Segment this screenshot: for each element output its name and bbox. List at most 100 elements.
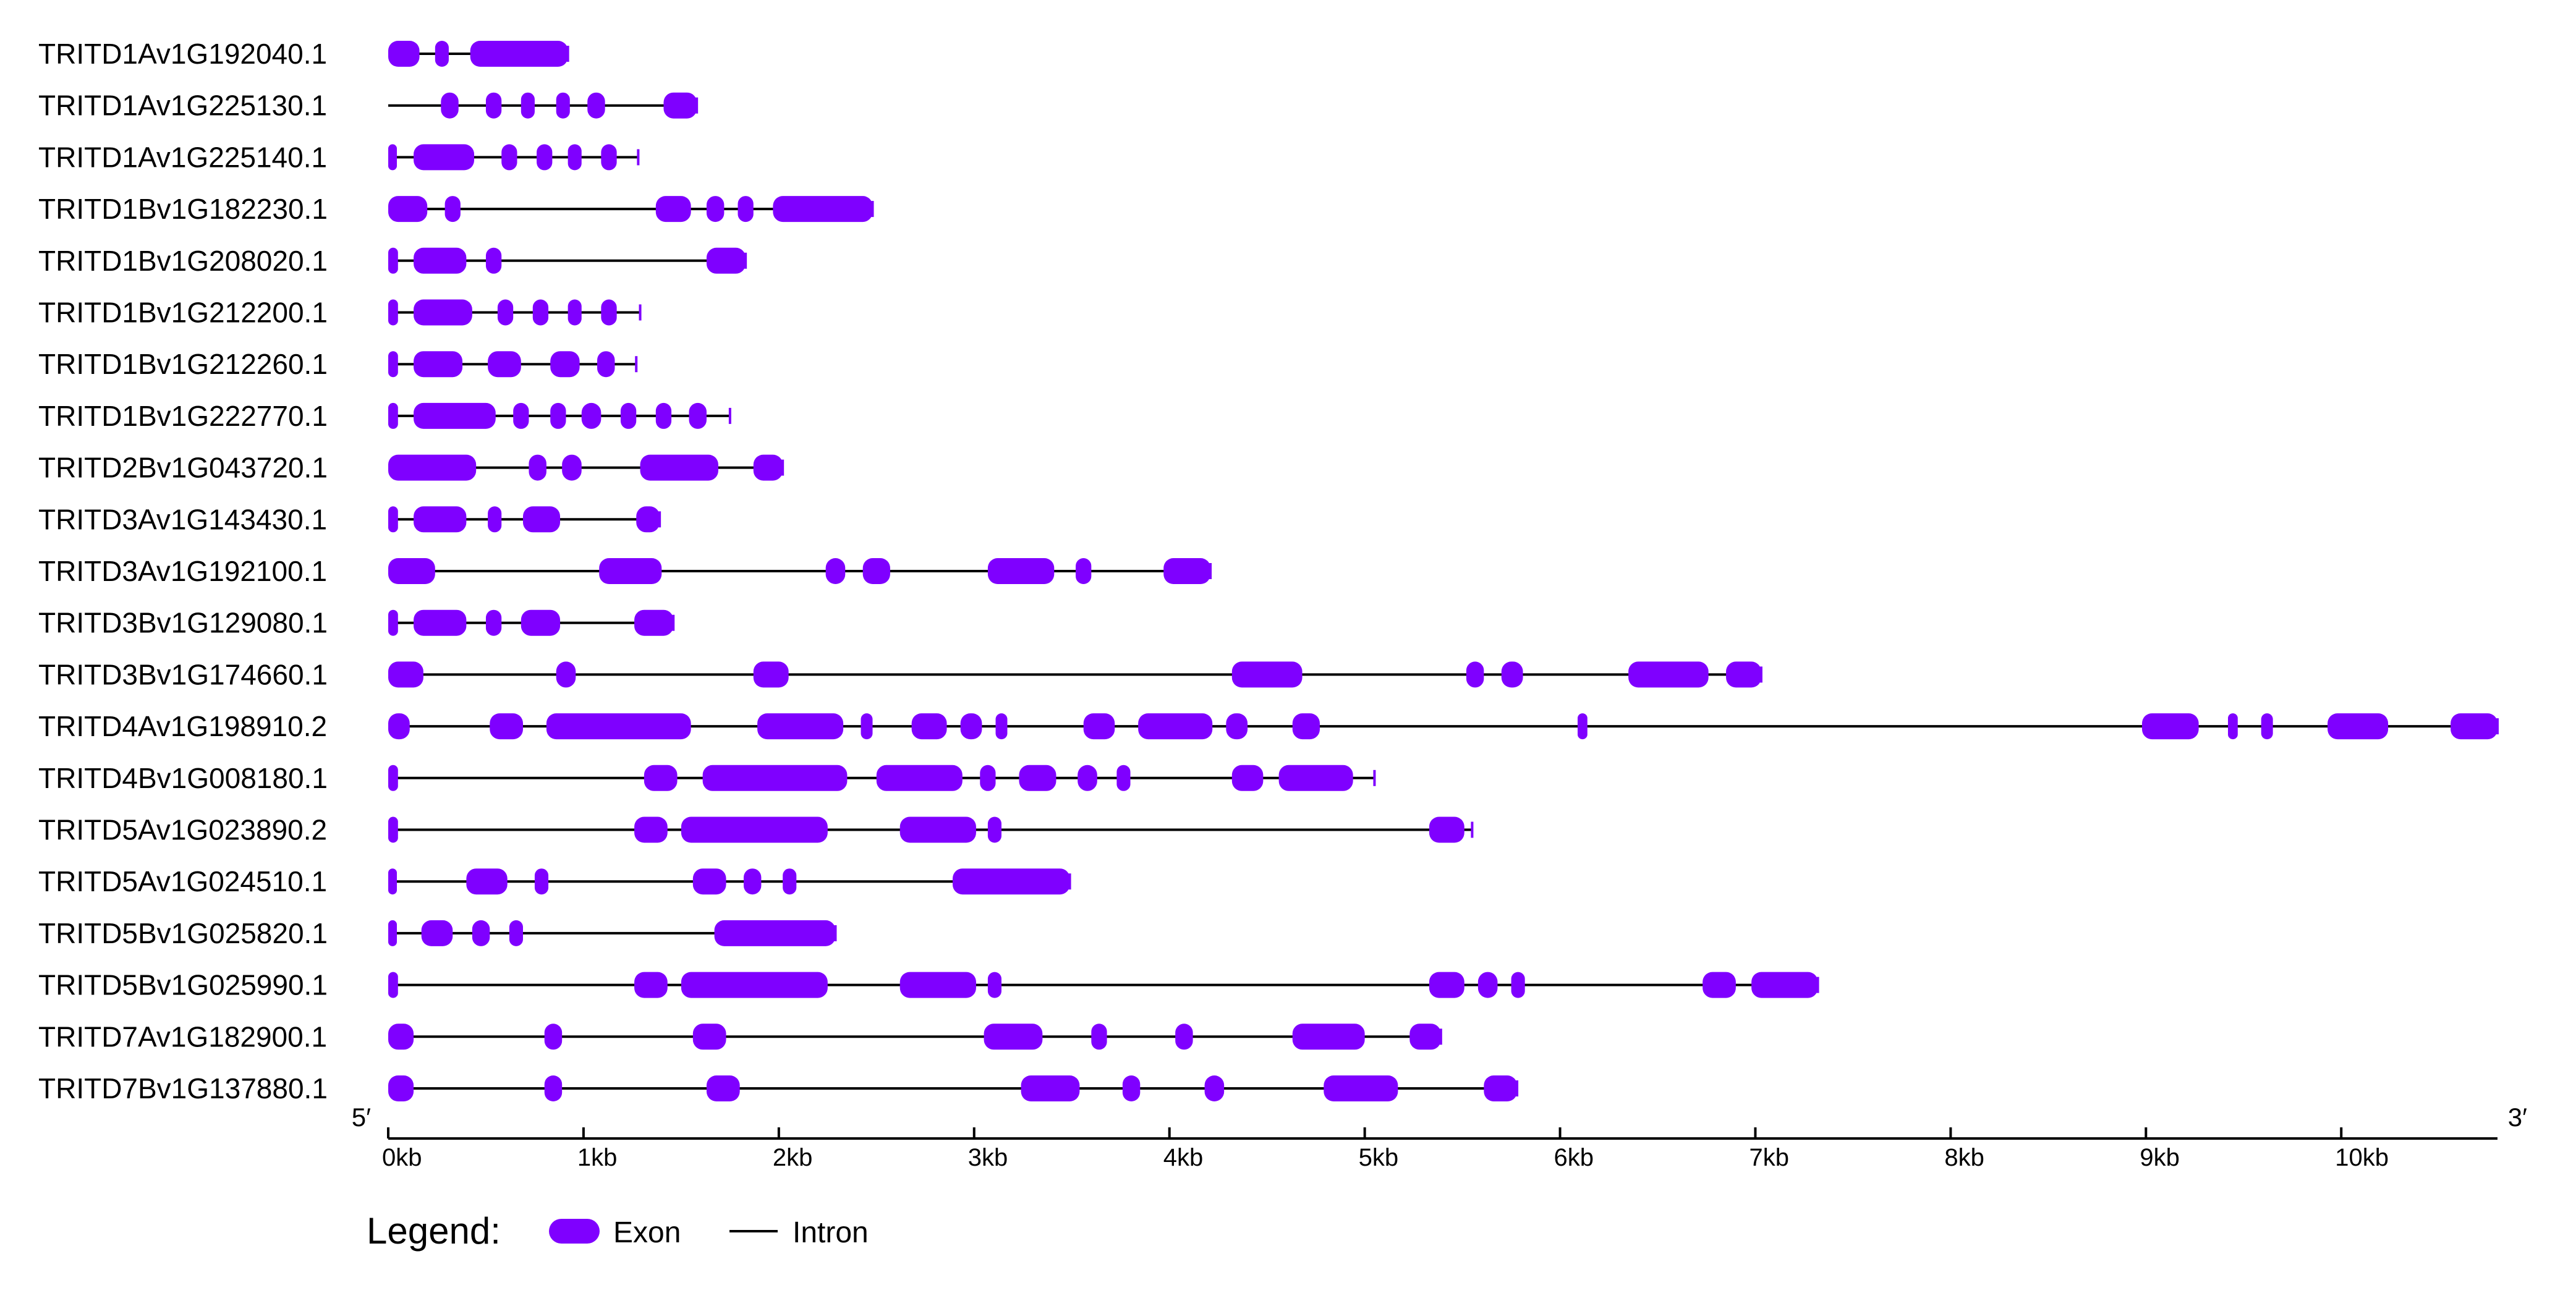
exon-block xyxy=(544,1024,563,1050)
gene-row: TRITD5Av1G023890.2 xyxy=(38,814,1474,846)
exon-block xyxy=(980,765,996,791)
gene-name-label: TRITD3Bv1G174660.1 xyxy=(38,658,328,690)
exon-block xyxy=(544,1075,563,1101)
exon-block xyxy=(1231,661,1303,688)
gene-row: TRITD4Av1G198910.2 xyxy=(38,710,2499,742)
gene-row: TRITD1Av1G225140.1 xyxy=(38,141,640,173)
gene-rows: TRITD1Av1G192040.1 TRITD1Av1G225130.1 TRIT… xyxy=(38,38,2499,1104)
exon-block xyxy=(911,713,947,740)
exon-block xyxy=(472,920,490,946)
exon-block xyxy=(562,454,582,481)
exon-block xyxy=(597,351,615,378)
exon-block xyxy=(388,713,410,740)
exon-block xyxy=(388,765,398,791)
exon-block xyxy=(388,299,398,326)
exon-block xyxy=(1116,765,1131,791)
exon-block xyxy=(984,1024,1043,1050)
gene-name-label: TRITD2Bv1G043720.1 xyxy=(38,452,328,484)
exon-block xyxy=(773,196,873,223)
exon-block xyxy=(862,558,890,584)
exon-block xyxy=(421,920,453,946)
exon-block xyxy=(655,196,691,223)
exon-block xyxy=(1751,972,1818,998)
exon-block xyxy=(388,558,435,584)
gene-row: TRITD3Av1G143430.1 xyxy=(38,503,661,535)
exon-block xyxy=(655,402,672,429)
exon-block xyxy=(599,558,662,584)
gene-row: TRITD1Av1G225130.1 xyxy=(38,90,699,122)
gene-name-label: TRITD4Bv1G008180.1 xyxy=(38,762,328,794)
exon-block xyxy=(1083,713,1115,740)
exon-block xyxy=(620,402,637,429)
gene-name-label: TRITD3Bv1G129080.1 xyxy=(38,607,328,639)
gene-name-label: TRITD1Av1G225130.1 xyxy=(38,90,327,122)
exon-block xyxy=(2142,713,2199,740)
exon-block xyxy=(861,713,873,740)
gene-row: TRITD3Av1G192100.1 xyxy=(38,555,1212,587)
exon-block xyxy=(388,506,398,533)
exon-block xyxy=(414,144,475,171)
exon-block xyxy=(1138,713,1213,740)
exon-block xyxy=(689,402,707,429)
exon-block xyxy=(444,196,461,223)
exon-block xyxy=(532,299,549,326)
exon-block xyxy=(388,868,397,895)
exon-block xyxy=(1466,661,1484,688)
gene-name-label: TRITD3Av1G192100.1 xyxy=(38,555,327,587)
exon-block xyxy=(1163,558,1211,584)
exon-block xyxy=(466,868,508,895)
exon-block xyxy=(1021,1075,1080,1101)
exon-block xyxy=(899,816,976,843)
exon-block xyxy=(488,351,521,378)
exon-block xyxy=(825,558,846,584)
exon-block xyxy=(706,196,725,223)
exon-block xyxy=(1204,1075,1225,1101)
exon-block xyxy=(388,972,398,998)
exon-block xyxy=(414,609,467,636)
exon-block xyxy=(513,402,529,429)
x-axis: 0kb 1kb 2kb 3kb 4kb 5kb 6kb 7kb 8kb 9kb 10kb 5′ 3′ xyxy=(352,1103,2527,1171)
exon-block xyxy=(706,1075,740,1101)
exon-block xyxy=(521,92,535,119)
exon-block xyxy=(1429,972,1464,998)
exon-block xyxy=(388,661,423,688)
exon-block xyxy=(2261,713,2273,740)
exon-block xyxy=(435,41,449,67)
exon-block xyxy=(640,454,718,481)
gene-name-label: TRITD7Av1G182900.1 xyxy=(38,1020,327,1053)
gene-name-label: TRITD4Av1G198910.2 xyxy=(38,710,327,742)
exon-block xyxy=(388,920,397,946)
gene-name-label: TRITD1Bv1G182230.1 xyxy=(38,193,328,225)
exon-block xyxy=(546,713,691,740)
gene-row: TRITD1Bv1G212260.1 xyxy=(38,348,638,380)
exon-block xyxy=(960,713,982,740)
gene-row: TRITD7Av1G182900.1 xyxy=(38,1020,1442,1053)
exon-block xyxy=(388,402,398,429)
exon-block xyxy=(441,92,459,119)
exon-block xyxy=(388,351,398,378)
exon-block xyxy=(497,299,514,326)
exon-block xyxy=(1702,972,1736,998)
exon-block xyxy=(556,661,576,688)
gene-name-label: TRITD1Bv1G222770.1 xyxy=(38,400,328,432)
exon-block xyxy=(501,144,517,171)
gene-name-label: TRITD5Av1G023890.2 xyxy=(38,814,327,846)
gene-row: TRITD1Av1G192040.1 xyxy=(38,38,569,70)
exon-block xyxy=(663,92,697,119)
gene-row: TRITD1Bv1G212200.1 xyxy=(38,297,642,329)
exon-block xyxy=(587,92,605,119)
exon-block xyxy=(529,454,546,481)
axis-tick-label: 4kb xyxy=(1163,1144,1204,1171)
exon-block xyxy=(1511,972,1525,998)
exon-block xyxy=(2327,713,2389,740)
exon-block xyxy=(1091,1024,1107,1050)
exon-block xyxy=(1577,713,1588,740)
exon-block xyxy=(470,41,568,67)
exon-block xyxy=(601,144,617,171)
exon-block xyxy=(485,609,502,636)
gene-name-label: TRITD5Bv1G025990.1 xyxy=(38,969,328,1001)
legend-exon-label: Exon xyxy=(613,1216,681,1249)
three-prime-label: 3′ xyxy=(2508,1103,2527,1132)
gene-row: TRITD5Bv1G025820.1 xyxy=(38,917,837,949)
